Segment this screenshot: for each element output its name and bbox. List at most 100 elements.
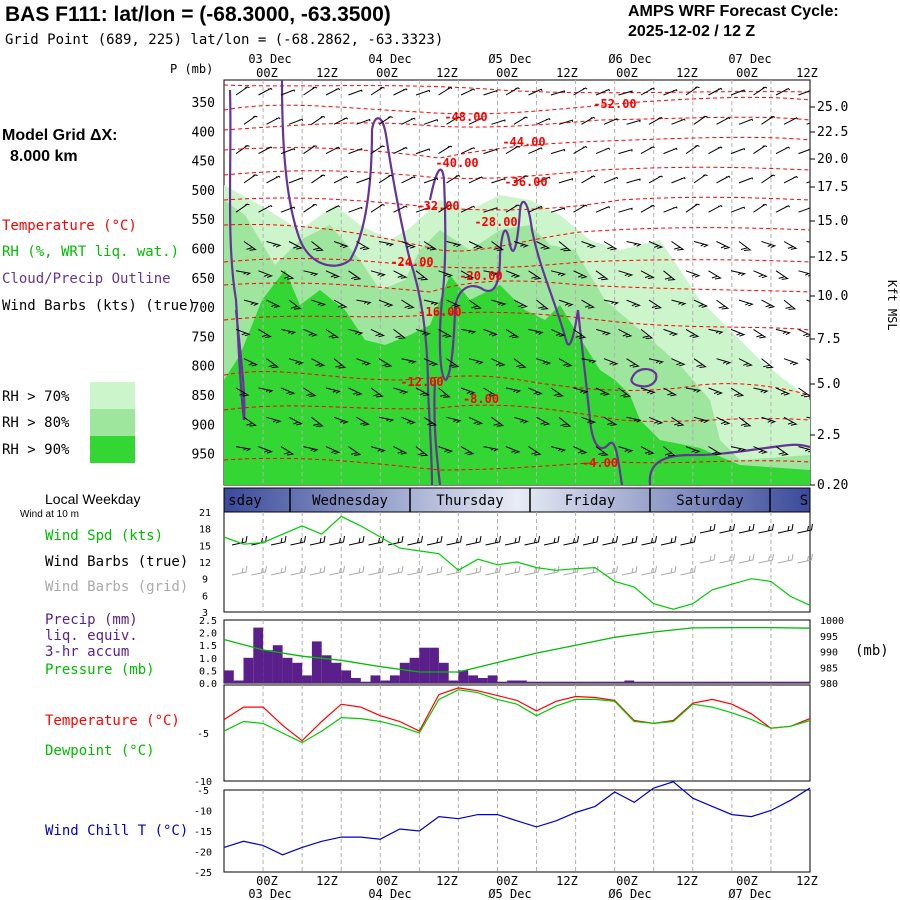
precip-bar [409,657,420,683]
wind-barb [663,387,678,397]
wind-barb [378,174,393,184]
wind-barb [370,328,386,338]
wind-barb [513,116,528,125]
precip-bar [692,681,703,683]
wind-barb [716,299,730,310]
top-date-label: Ø5 Dec [488,52,531,66]
wind-barb [348,206,363,213]
legend-rh70-label: RH > 70% [2,389,70,405]
wind-barb [288,416,303,426]
precip-bar [468,675,478,683]
wind-barb [468,299,482,310]
precip-bar [458,670,469,683]
bottom-date-label: 03 Dec [248,887,291,900]
wind-barb-grid [485,565,501,576]
weekday-label: Wednesday [312,493,388,509]
weekday-label: S [800,493,808,509]
wind-barb [716,241,731,250]
wind-barb [761,416,777,424]
wind-barb [393,88,408,96]
wind-barb [415,206,430,213]
wind-barb [438,387,451,398]
wind-barb [311,115,326,125]
wind-barb [438,446,454,454]
wind-barb [401,117,416,125]
wind-barb [573,387,589,394]
wind-barb [581,175,596,184]
weekday-label: Friday [565,493,616,509]
wind-barb-grid [777,553,794,564]
wind-barb [595,88,611,96]
wind-barb [333,299,348,309]
wind-barb [783,358,799,366]
wind-barb [775,270,789,280]
wind-barb [708,446,722,456]
wind-barb [325,146,341,155]
wind-barb [378,358,393,368]
wind-barb [266,416,282,424]
wind-barb [581,416,597,425]
wind-barb [280,387,296,396]
wind-barb [775,328,792,336]
wind-barb [640,204,655,213]
wind-barb [513,175,528,184]
legend-rh80-swatch [90,409,135,436]
precip-bar [790,681,801,683]
wind-barb-true [329,535,345,546]
wind-barb [370,86,385,96]
temperature-dewpoint-panel: -5 -10 [194,684,811,788]
wind-barb [401,176,416,184]
wind-barb [528,446,542,456]
wind-barb [491,241,505,251]
wind-barb [753,328,767,339]
wind-barb [505,328,520,339]
temperature-line [223,687,811,742]
wind-barb [423,241,438,251]
wind-barb [303,203,318,213]
bottom-time-tick: 00Z [256,874,278,888]
wind-speed-tick: 15 [199,541,211,552]
legend-rh80-label: RH > 80% [2,415,70,431]
temperature-contour-label: -16.00 [418,305,461,319]
precip-bar [800,681,810,683]
wind-barb [671,241,685,251]
wind-barb-grid [602,565,618,576]
cycle-title: AMPS WRF Forecast Cycle: [628,3,839,20]
wind-barb [626,299,641,308]
wind-barb [618,328,633,338]
wind-barb [491,299,507,307]
wind-barb-true [680,535,696,546]
bottom-time-tick: 00Z [496,874,518,888]
pressure-tick: 990 [820,648,838,659]
temperature-contour [224,457,810,471]
precip-bar [272,645,283,683]
temperature-contour [224,136,810,159]
wind-barb-grid [738,553,755,564]
temperature-contour [224,196,810,211]
wind-barb [243,299,259,306]
wind-barb [550,328,566,337]
pressure-tick: 800 [192,360,215,375]
wind-barb-grid [309,565,326,576]
wind-barb [266,299,281,308]
wind-barb [738,177,754,184]
legend-rh: RH (%, WRT liq. wat.) [2,244,180,260]
wind-barb [288,177,304,184]
temperature-contour [224,280,810,293]
wind-barb [798,387,810,398]
top-time-tick: 00Z [616,66,638,80]
temperature-contour-label: -44.00 [502,135,545,149]
temperature-contour [224,404,810,422]
temperature-contour [224,223,810,252]
precip-bar [751,681,762,683]
wind-barb [235,270,252,276]
wind-barb [415,270,429,281]
precip-bar [321,655,332,683]
precip-bar [741,681,752,683]
temperature-contour-label: -20.00 [459,269,502,283]
wind-barb [348,270,362,281]
weekday-title: Local Weekday [45,491,141,507]
wind-barb [438,145,453,155]
wind-barb [491,177,506,184]
wind-barb [325,387,342,394]
